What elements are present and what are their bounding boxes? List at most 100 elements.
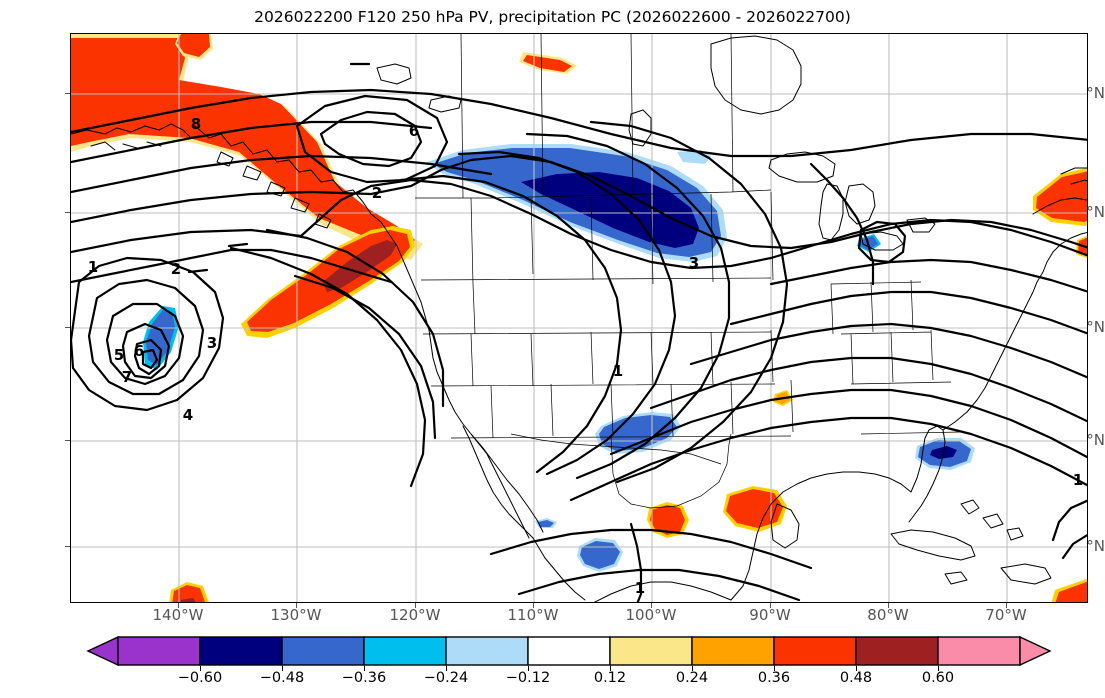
pv-contour-central-1 (399, 174, 623, 474)
shaded-blob-southmexico-core (180, 598, 196, 602)
colorbar-band-2 (281, 636, 365, 666)
pv-contour-east-6 (569, 416, 1087, 502)
pv-contour-east-4 (649, 356, 1087, 423)
colorbar-label-pos048: 0.48 (839, 670, 873, 686)
shaded-blob-nwt-positive (523, 55, 572, 72)
x-axis-tick (651, 603, 653, 608)
coastline-lake-huron (844, 183, 876, 225)
shaded-blob-texascoast-positive (726, 489, 783, 528)
x-axis-tick (178, 603, 180, 608)
shaded-blob-westcoast-core (323, 240, 397, 292)
x-tick-label-140w: 140°W (152, 606, 204, 624)
pv-contour-6-north (71, 88, 1087, 158)
contour-label-2-pacific: 2 (170, 260, 182, 278)
coastline-gulf-mexico (730, 471, 912, 601)
coastline-us-east (942, 281, 1038, 431)
colorbar-band-over (937, 636, 1021, 666)
x-axis-tick (1006, 603, 1008, 608)
coastline-bahamas (960, 499, 1024, 541)
colorbar-band-7 (691, 636, 775, 666)
pv-contour-5-north (71, 120, 433, 164)
map-plot-area[interactable] (70, 33, 1088, 603)
shaded-blob-baja-negative (538, 520, 554, 527)
pv-contour-trough-west-1 (229, 246, 427, 488)
colorbar-label-pos036: 0.36 (757, 670, 791, 686)
contour-label-7-vortex: 7 (121, 368, 133, 386)
y-axis-tick (65, 546, 70, 548)
colorbar-tick (200, 666, 202, 671)
pv-contour-3 (71, 154, 1087, 250)
coastline-lake-erie (860, 231, 904, 251)
map-gridlines (71, 34, 1087, 602)
x-tick-label-90w: 90°W (749, 606, 791, 624)
coastline-lake-ontario (906, 217, 936, 233)
colorbar-tick (364, 666, 366, 671)
coastline-bc (194, 125, 426, 317)
colorbar-label-pos012: 0.12 (593, 670, 627, 686)
colorbar-band-4 (445, 636, 529, 666)
x-axis-tick (533, 603, 535, 608)
colorbar-tick (774, 666, 776, 671)
x-tick-label-130w: 130°W (270, 606, 322, 624)
border-us-states-horizontal (420, 277, 792, 439)
colorbar-tick (528, 666, 530, 671)
colorbar-tick (938, 666, 940, 671)
x-tick-label-120w: 120°W (389, 606, 441, 624)
pv-contour-central-4 (589, 120, 789, 484)
colorbar-band-3 (363, 636, 447, 666)
shaded-blob-cenmexico-positive (650, 505, 685, 535)
pv-contours (71, 62, 1087, 602)
colorbar-swatches (86, 636, 1052, 666)
colorbar-label-pos060: 0.60 (921, 670, 955, 686)
pv-contour-trough-west-2 (265, 228, 445, 408)
colorbar-arrow-left (86, 636, 119, 666)
pv-contour-vortex-3 (105, 302, 185, 386)
x-tick-label-100w: 100°W (625, 606, 677, 624)
coastline-lake-superior (768, 151, 836, 183)
coastline-hispaniola (1000, 563, 1052, 585)
coastline-newfoundland (1060, 167, 1087, 185)
colorbar-label-pos024: 0.24 (675, 670, 709, 686)
pv-contour-trough-west-3 (293, 274, 437, 440)
shaded-blob-caribbean-positive (1055, 581, 1087, 602)
map-coastlines (71, 35, 1087, 602)
x-axis-tick (296, 603, 298, 608)
pv-contour-1 (71, 248, 393, 284)
map-svg (71, 34, 1087, 602)
colorbar-label-neg036: −0.36 (341, 670, 387, 686)
shaded-blob-newfoundland-positive (1036, 171, 1087, 222)
contour-label-5-vortex: 5 (113, 346, 125, 364)
colorbar-band-5 (527, 636, 611, 666)
y-axis-tick (65, 212, 70, 214)
shaded-blob-southwest-negative (599, 415, 677, 451)
contour-label-4-vortex: 4 (182, 406, 194, 424)
pv-contour-mexico-dip (629, 522, 643, 602)
contour-label-6-vortex: 6 (133, 342, 145, 360)
pv-contour-vortex-2 (87, 278, 205, 396)
pv-contour-east-1 (769, 258, 1087, 293)
colorbar[interactable] (62, 636, 1062, 666)
pv-contour-2 (71, 178, 1087, 270)
pv-contour-east-3 (689, 322, 1087, 379)
pv-contour-vortex-5 (133, 338, 163, 376)
pv-contour-greatlakes-cutoff (857, 220, 907, 264)
colorbar-tick (692, 666, 694, 671)
pv-contour-fragment-1 (227, 242, 249, 248)
pv-contour-fragment-2 (187, 268, 209, 274)
y-axis-tick (65, 440, 70, 442)
colorbar-tick (856, 666, 858, 671)
pv-contour-4-north (71, 154, 493, 194)
coastline-alaska (71, 123, 192, 139)
pv-contour-8-alaska (319, 110, 423, 168)
colorbar-band-6 (609, 636, 693, 666)
coastline-winnipeg (628, 109, 652, 147)
coastline-florida (908, 425, 946, 523)
contour-label-6-north: 6 (408, 122, 420, 140)
coastline-maritimes (1032, 197, 1087, 215)
pv-contour-atlantic-south2 (1061, 533, 1087, 560)
coastline-gulf-california (470, 433, 544, 533)
coastline-mexico-west (544, 557, 586, 601)
contour-label-1-pacific: 1 (87, 258, 99, 276)
colorbar-label-neg012: −0.12 (505, 670, 551, 686)
